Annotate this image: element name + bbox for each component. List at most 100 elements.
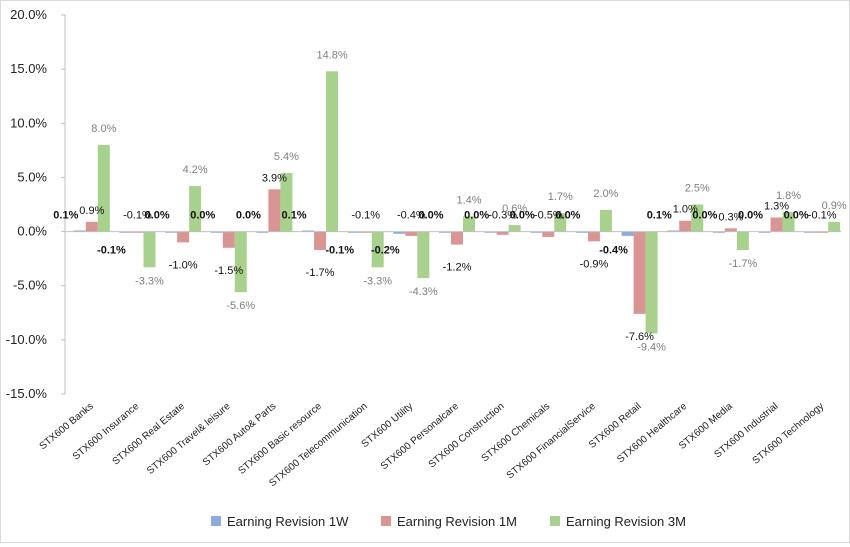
bar-1m: [451, 231, 463, 245]
bar-1m: [131, 231, 144, 233]
data-label-3m: -3.3%: [135, 275, 164, 287]
bar-1w: [119, 231, 132, 233]
data-label-1w: 0.1%: [282, 210, 307, 222]
data-label-1m: -1.2%: [443, 262, 472, 274]
x-tick-label: STX600 Basic resource: [236, 401, 324, 477]
data-label-1w: 0.0%: [692, 210, 717, 222]
data-label-1w: -0.2%: [371, 245, 400, 257]
data-label-1w: 0.0%: [418, 210, 443, 222]
data-label-3m: 1.4%: [456, 194, 481, 206]
bar-1m: [314, 231, 327, 250]
legend-swatch: [550, 516, 560, 526]
data-label-1m: 0.9%: [79, 205, 104, 217]
data-label-3m: 0.9%: [822, 200, 847, 212]
bar-3m: [599, 209, 612, 232]
data-label-1m: 1.3%: [764, 200, 789, 212]
data-label-1w: 0.0%: [510, 210, 535, 222]
data-label-3m: 1.7%: [548, 191, 573, 203]
data-label-1w: -0.1%: [325, 245, 354, 257]
data-label-1m: -0.4%: [397, 210, 426, 222]
data-label-1m: -1.5%: [214, 265, 243, 277]
bar-1m: [85, 221, 98, 232]
data-label-3m: 2.0%: [593, 188, 618, 200]
bar-1w: [393, 231, 406, 234]
x-tick-label: STX600 Personalcare: [379, 401, 461, 473]
bar-1m: [177, 231, 190, 243]
y-tick-label: 10.0%: [10, 115, 47, 130]
data-label-3m: -4.3%: [409, 286, 438, 298]
bar-3m: [371, 231, 384, 268]
bar-3m: [554, 213, 567, 232]
data-label-1w: -0.4%: [599, 245, 628, 257]
data-label-3m: 5.4%: [274, 151, 299, 163]
data-label-3m: 4.2%: [183, 164, 208, 176]
bar-1m: [679, 220, 692, 232]
y-tick-label: 15.0%: [10, 61, 47, 76]
y-tick-label: 20.0%: [10, 7, 47, 22]
data-label-1w: 0.1%: [647, 210, 672, 222]
bar-3m: [691, 204, 704, 232]
data-label-3m: 8.0%: [91, 123, 116, 135]
legend: Earning Revision 1W Earning Revision 1M Ea…: [211, 514, 686, 529]
data-label-3m: -1.7%: [729, 258, 758, 270]
data-label-3m: 2.5%: [685, 183, 710, 195]
y-tick-label: -5.0%: [13, 278, 47, 293]
bar-1m: [222, 231, 235, 248]
bar-3m: [782, 212, 795, 232]
bar-1w: [256, 231, 269, 233]
y-tick-label: -15.0%: [6, 386, 48, 401]
bar-3m: [828, 221, 841, 232]
bar-1w: [347, 231, 360, 233]
legend-label: Earning Revision 1M: [397, 514, 517, 529]
data-label-1m: 0.3%: [718, 211, 743, 223]
data-label-1w: 0.0%: [784, 210, 809, 222]
data-label-1m: -0.9%: [580, 258, 609, 270]
bar-1m: [268, 189, 281, 232]
x-tick-label: STX600 Construction: [427, 401, 507, 471]
data-label-1m: -1.7%: [306, 267, 335, 279]
data-label-3m: -5.6%: [226, 300, 255, 312]
bar-1w: [621, 231, 634, 236]
bar-1w: [804, 231, 817, 233]
y-axis: 20.0% 15.0% 10.0% 5.0% 0.0% -5.0% -10.0% -15.0%: [6, 7, 66, 401]
data-label-1w: 0.0%: [464, 210, 489, 222]
data-label-1w: 0.0%: [738, 210, 763, 222]
bar-3m: [97, 144, 110, 232]
data-label-1w: 0.0%: [236, 210, 261, 222]
bar-1w: [210, 231, 223, 233]
bar-3m: [645, 231, 658, 334]
data-label-1w: -0.1%: [97, 245, 126, 257]
data-label-1m: -0.1%: [808, 210, 837, 222]
bar-1w: [758, 231, 771, 233]
bar-1w: [484, 231, 497, 233]
data-label-3m: -9.4%: [637, 341, 666, 353]
bar-3m: [234, 231, 247, 293]
bar-1m: [724, 228, 737, 232]
bar-1w: [712, 231, 725, 233]
legend-swatch: [381, 516, 391, 526]
bar-1m: [359, 231, 372, 233]
bar-1m: [816, 231, 829, 233]
bar-1w: [439, 231, 451, 233]
legend-label: Earning Revision 3M: [566, 514, 686, 529]
data-label-1m: -0.5%: [534, 210, 563, 222]
data-label-1w: 0.0%: [190, 210, 215, 222]
x-tick-label: STX600 Travel& leisure: [145, 401, 233, 477]
y-tick-label: 0.0%: [17, 224, 47, 239]
data-label-1w: 0.1%: [53, 210, 78, 222]
bar-1m: [405, 231, 418, 236]
data-label-3m: 1.8%: [776, 190, 801, 202]
data-label-3m: -3.3%: [363, 275, 392, 287]
bar-3m: [189, 186, 202, 232]
data-label-1w: 0.0%: [555, 210, 580, 222]
bar-3m: [143, 231, 156, 268]
bar-1m: [542, 231, 555, 237]
data-label-1m: -0.1%: [351, 210, 380, 222]
bar-1w: [165, 231, 178, 233]
y-tick-label: 5.0%: [17, 169, 47, 184]
data-label-1m: -0.3%: [488, 210, 517, 222]
bar-1w: [575, 231, 588, 233]
